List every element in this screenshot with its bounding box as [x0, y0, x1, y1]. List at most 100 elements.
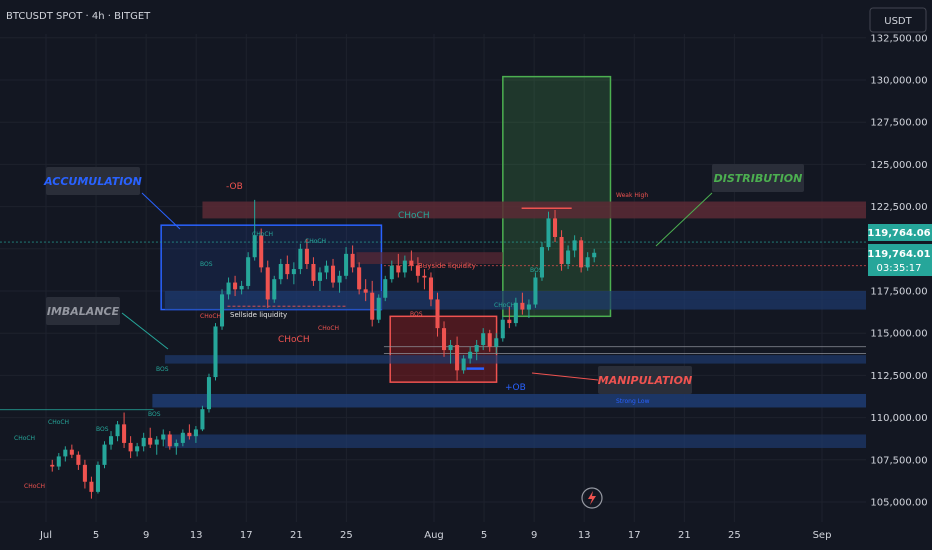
y-tick-label: 105,000.00 [870, 498, 927, 509]
candle-body [278, 263, 283, 280]
zone-demand-band [164, 434, 867, 448]
x-tick-label: Jul [39, 530, 52, 541]
choch-marker-label: CHoCH [494, 302, 515, 309]
candle-body [122, 424, 127, 443]
candle-body [455, 345, 460, 371]
manipulation-text: MANIPULATION [598, 374, 692, 387]
candle-body [461, 358, 466, 371]
x-tick-label: 17 [628, 530, 641, 541]
candle-body [298, 248, 303, 270]
candle-body [265, 267, 270, 300]
zone-distribution [502, 75, 612, 318]
zone--ob [202, 201, 867, 219]
minus-ob-label: -OB [226, 182, 243, 192]
y-tick-label: 107,500.00 [870, 455, 927, 466]
candle-body [272, 279, 277, 300]
candle-body [566, 250, 571, 264]
candle-body [63, 449, 68, 457]
candle-body [200, 409, 205, 430]
accumulation-text: ACCUMULATION [43, 175, 142, 188]
candle-body [585, 257, 590, 268]
y-tick-label: 122,500.00 [870, 202, 927, 213]
currency-badge[interactable] [869, 7, 927, 33]
imbalance-line [0, 409, 154, 411]
candle-body [50, 464, 55, 467]
sellside-liquidity-label: Sellside liquidity [230, 311, 287, 319]
x-tick-label: 9 [531, 530, 537, 541]
candle-body [233, 282, 238, 290]
time-axis[interactable] [0, 522, 932, 550]
candle-body [56, 456, 61, 467]
candle-body [546, 218, 551, 248]
y-tick-label: 130,000.00 [870, 76, 927, 87]
flash-icon[interactable] [581, 487, 603, 509]
y-tick-label: 117,500.00 [870, 287, 927, 298]
zone-demand-band [164, 291, 867, 300]
candle-body [115, 424, 120, 437]
candle-body [252, 235, 257, 258]
accumulation-callout[interactable]: ACCUMULATION [43, 167, 181, 230]
candle-body [402, 260, 407, 273]
distribution-callout[interactable]: DISTRIBUTION [655, 164, 804, 247]
zone-strong-low [152, 393, 867, 408]
accumulation-box [46, 167, 140, 195]
imbalance-callout[interactable]: IMBALANCE [46, 297, 169, 350]
imbalance-box [46, 297, 120, 325]
candle-body [435, 299, 440, 329]
candle-body [592, 252, 597, 258]
candle-body [76, 454, 81, 465]
candles-layer [50, 199, 597, 499]
symbol-title[interactable]: BTCUSDT SPOT · 4h · BITGET [6, 11, 151, 22]
manipulation-pointer [531, 372, 599, 381]
accumulation-pointer [141, 192, 181, 230]
price-countdown-tag [868, 244, 932, 276]
candle-body [246, 257, 251, 286]
candle-body [193, 429, 198, 437]
candle-body [539, 247, 544, 278]
x-tick-label: Sep [813, 530, 832, 541]
candle-body [363, 289, 368, 293]
bos-marker-label: BOS [530, 267, 543, 274]
candle-body [148, 437, 153, 445]
candle-body [95, 464, 100, 492]
choch-bottom-label: CHoCH [278, 335, 310, 345]
candle-body [344, 253, 349, 276]
candle-body [370, 292, 375, 320]
x-tick-label: 21 [678, 530, 691, 541]
x-tick-label: 25 [728, 530, 741, 541]
candle-body [428, 277, 433, 300]
bar-countdown-text: 03:35:17 [877, 263, 922, 274]
x-tick-label: 21 [290, 530, 303, 541]
candle-body [422, 275, 427, 278]
manipulation-callout[interactable]: MANIPULATION [531, 366, 692, 394]
x-tick-label: 5 [481, 530, 487, 541]
distribution-text: DISTRIBUTION [714, 172, 803, 185]
candle-body [141, 437, 146, 447]
candle-body [239, 285, 244, 290]
candle-body [174, 442, 179, 447]
candle-body [259, 235, 264, 268]
last-price-tag [868, 224, 932, 241]
x-tick-label: 13 [578, 530, 591, 541]
candle-body [135, 446, 140, 452]
candle-body [187, 432, 192, 437]
choch-marker-label: CHoCH [318, 325, 339, 332]
candle-body [206, 377, 211, 410]
zone-demand-band [164, 355, 867, 364]
x-tick-label: 9 [143, 530, 149, 541]
choch-marker-label: CHoCH [48, 419, 69, 426]
candle-body [487, 333, 492, 347]
price-tag-second-text: 119,764.01 [867, 249, 930, 260]
y-tick-label: 125,000.00 [870, 160, 927, 171]
weak-high-label: Weak High [616, 192, 648, 199]
x-tick-label: 13 [190, 530, 203, 541]
candle-body [415, 265, 420, 276]
distribution-pointer [655, 192, 713, 247]
smc-labels-layer: CHoCH CHoCH BOS BOS BOS CHoCH CHoCH CHoCH CHoCH C… [14, 231, 543, 490]
buyside-liquidity-label: Buyside liquidity [418, 262, 476, 270]
candle-body [526, 304, 531, 310]
candle-body [82, 464, 87, 482]
bos-marker-label: BOS [148, 411, 161, 418]
